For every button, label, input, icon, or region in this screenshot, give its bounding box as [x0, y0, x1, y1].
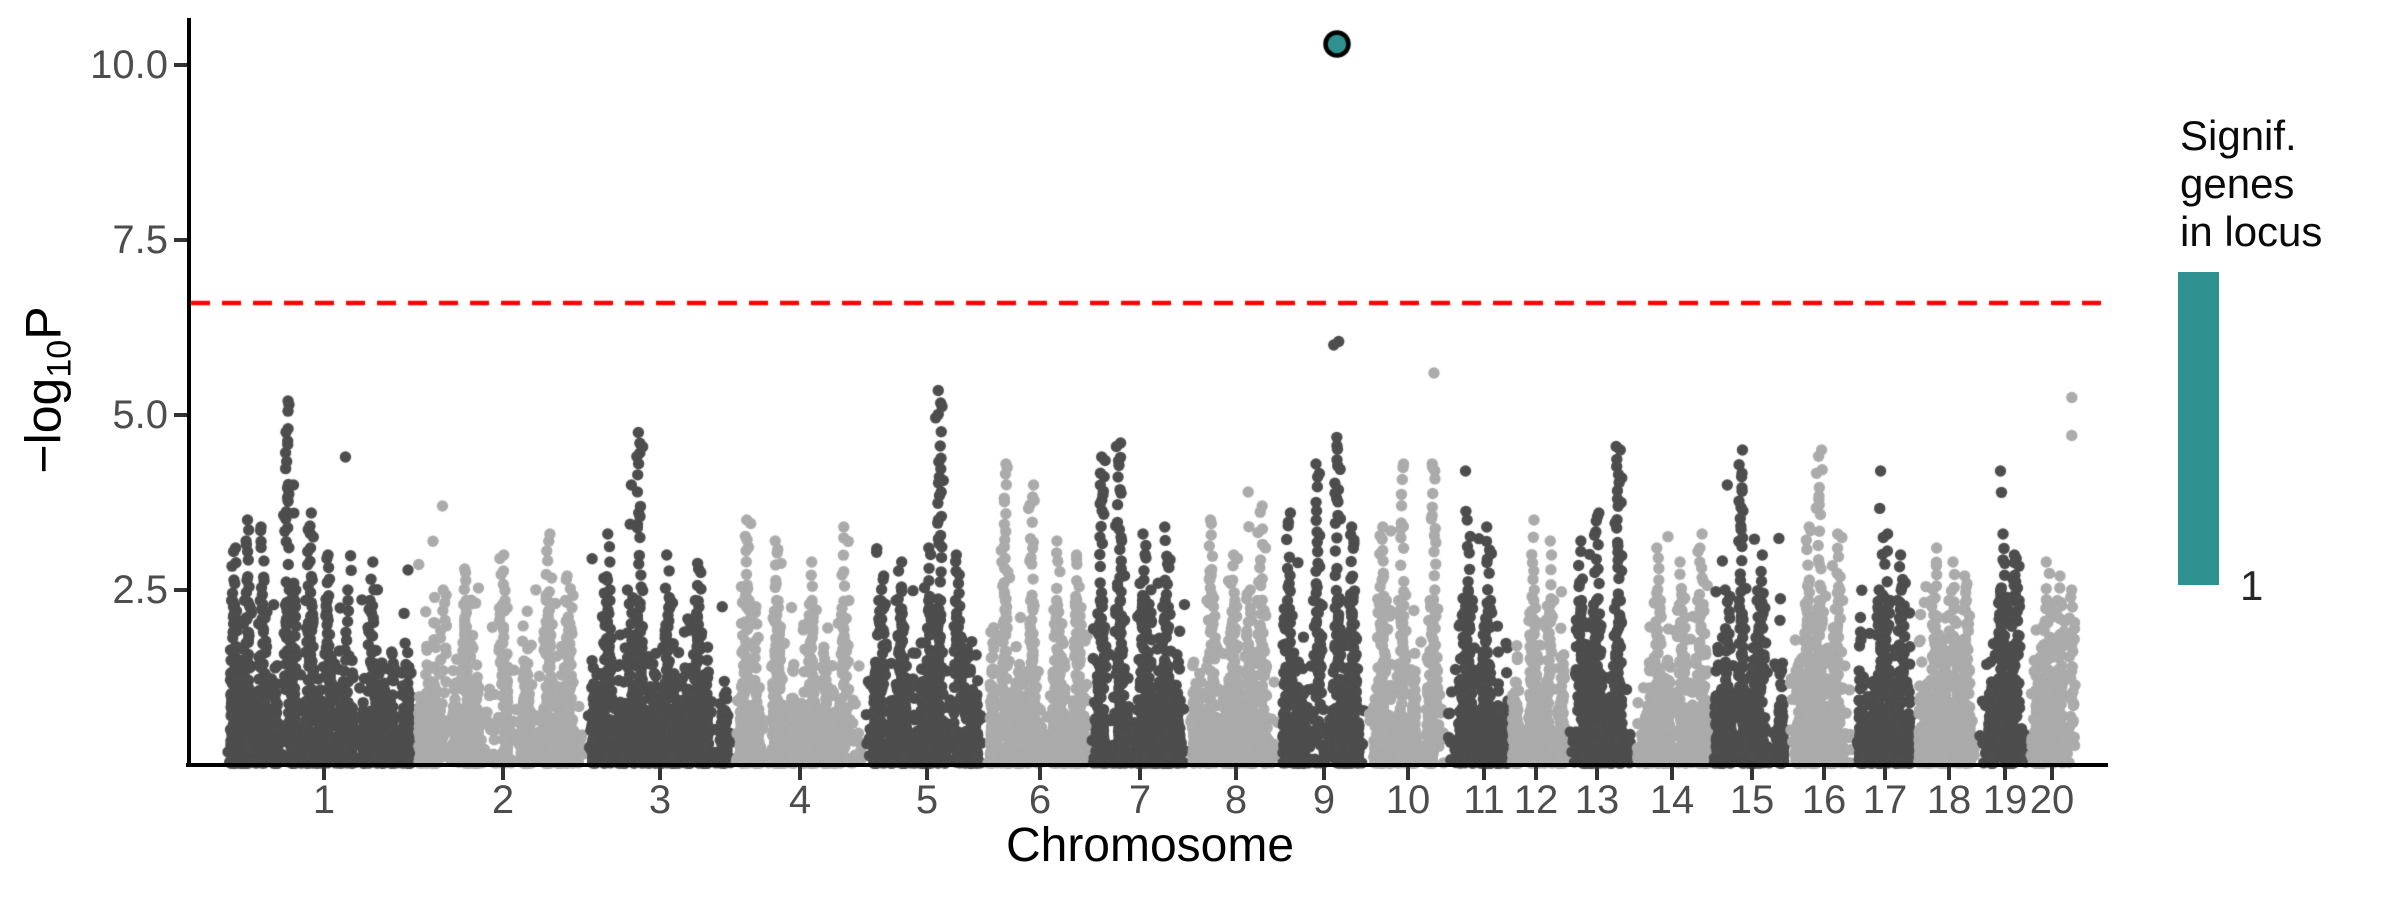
x-axis-tick-label-chr-2: 2: [491, 778, 515, 822]
x-axis-tick-chr-11: [1482, 767, 1486, 780]
legend-colorbar: [2178, 272, 2219, 590]
x-axis-tick-label-chr-9: 9: [1312, 778, 1336, 822]
x-axis-tick-chr-20: [2050, 767, 2054, 780]
x-axis-tick-chr-6: [1038, 767, 1042, 780]
x-axis-tick-label-chr-15: 15: [1729, 778, 1775, 822]
x-axis-tick-label-chr-1: 1: [312, 778, 336, 822]
x-axis-tick-chr-12: [1534, 767, 1538, 780]
x-axis-tick-label-chr-12: 12: [1513, 778, 1559, 822]
x-axis-tick-chr-4: [798, 767, 802, 780]
y-axis-title-suffix: P: [15, 306, 72, 340]
x-axis-tick-chr-15: [1750, 767, 1754, 780]
y-axis-line: [187, 18, 191, 767]
x-axis-tick-chr-14: [1670, 767, 1674, 780]
legend-title-line2: genes: [2180, 160, 2295, 207]
x-axis-tick-chr-1: [322, 767, 326, 780]
legend-title-line3: in locus: [2180, 208, 2323, 255]
x-axis-tick-label-chr-7: 7: [1128, 778, 1152, 822]
x-axis-tick-label-chr-14: 14: [1649, 778, 1695, 822]
x-axis-line: [186, 763, 2108, 767]
x-axis-tick-chr-19: [2003, 767, 2007, 780]
y-axis-title: −log10P: [15, 306, 80, 473]
x-axis-tick-chr-10: [1406, 767, 1410, 780]
y-axis-title-subscript: 10: [40, 339, 79, 378]
y-axis-tick-label-10.0: 10.0: [90, 43, 168, 87]
x-axis-tick-chr-7: [1138, 767, 1142, 780]
x-axis-tick-label-chr-3: 3: [648, 778, 672, 822]
y-axis-tick-5.0: [174, 413, 187, 417]
x-axis-tick-label-chr-8: 8: [1224, 778, 1248, 822]
x-axis-tick-label-chr-5: 5: [915, 778, 939, 822]
x-axis-tick-label-chr-6: 6: [1028, 778, 1052, 822]
x-axis-tick-label-chr-4: 4: [788, 778, 812, 822]
x-axis-title: Chromosome: [1005, 819, 1295, 872]
x-axis-tick-chr-17: [1883, 767, 1887, 780]
x-axis-tick-label-chr-20: 20: [2029, 778, 2075, 822]
x-axis-tick-chr-2: [501, 767, 505, 780]
y-axis-tick-7.5: [174, 238, 187, 242]
x-axis-tick-label-chr-10: 10: [1385, 778, 1431, 822]
legend-colorbar-tick: [2178, 587, 2219, 590]
y-axis-title-prefix: −log: [15, 377, 72, 474]
x-axis-tick-chr-5: [925, 767, 929, 780]
y-axis-tick-2.5: [174, 588, 187, 592]
y-axis-tick-10.0: [174, 63, 187, 67]
x-axis-tick-chr-13: [1595, 767, 1599, 780]
x-axis-tick-chr-3: [658, 767, 662, 780]
x-axis-tick-chr-16: [1822, 767, 1826, 780]
legend-title-line1: Signif.: [2180, 112, 2297, 159]
x-axis-tick-chr-9: [1322, 767, 1326, 780]
y-axis-tick-label-5.0: 5.0: [112, 393, 168, 437]
x-axis-tick-chr-8: [1234, 767, 1238, 780]
x-axis-tick-label-chr-13: 13: [1574, 778, 1620, 822]
x-axis-tick-label-chr-16: 16: [1801, 778, 1847, 822]
y-axis-tick-label-2.5: 2.5: [112, 568, 168, 612]
legend-title: Signif. genes in locus: [2180, 112, 2322, 256]
x-axis-tick-label-chr-17: 17: [1862, 778, 1908, 822]
x-axis-tick-label-chr-19: 19: [1982, 778, 2028, 822]
legend-tick-label: 1: [2240, 562, 2264, 609]
x-axis-tick-label-chr-11: 11: [1463, 778, 1505, 822]
x-axis-tick-chr-18: [1947, 767, 1951, 780]
x-axis-tick-label-chr-18: 18: [1926, 778, 1972, 822]
y-axis-tick-label-7.5: 7.5: [112, 218, 168, 262]
